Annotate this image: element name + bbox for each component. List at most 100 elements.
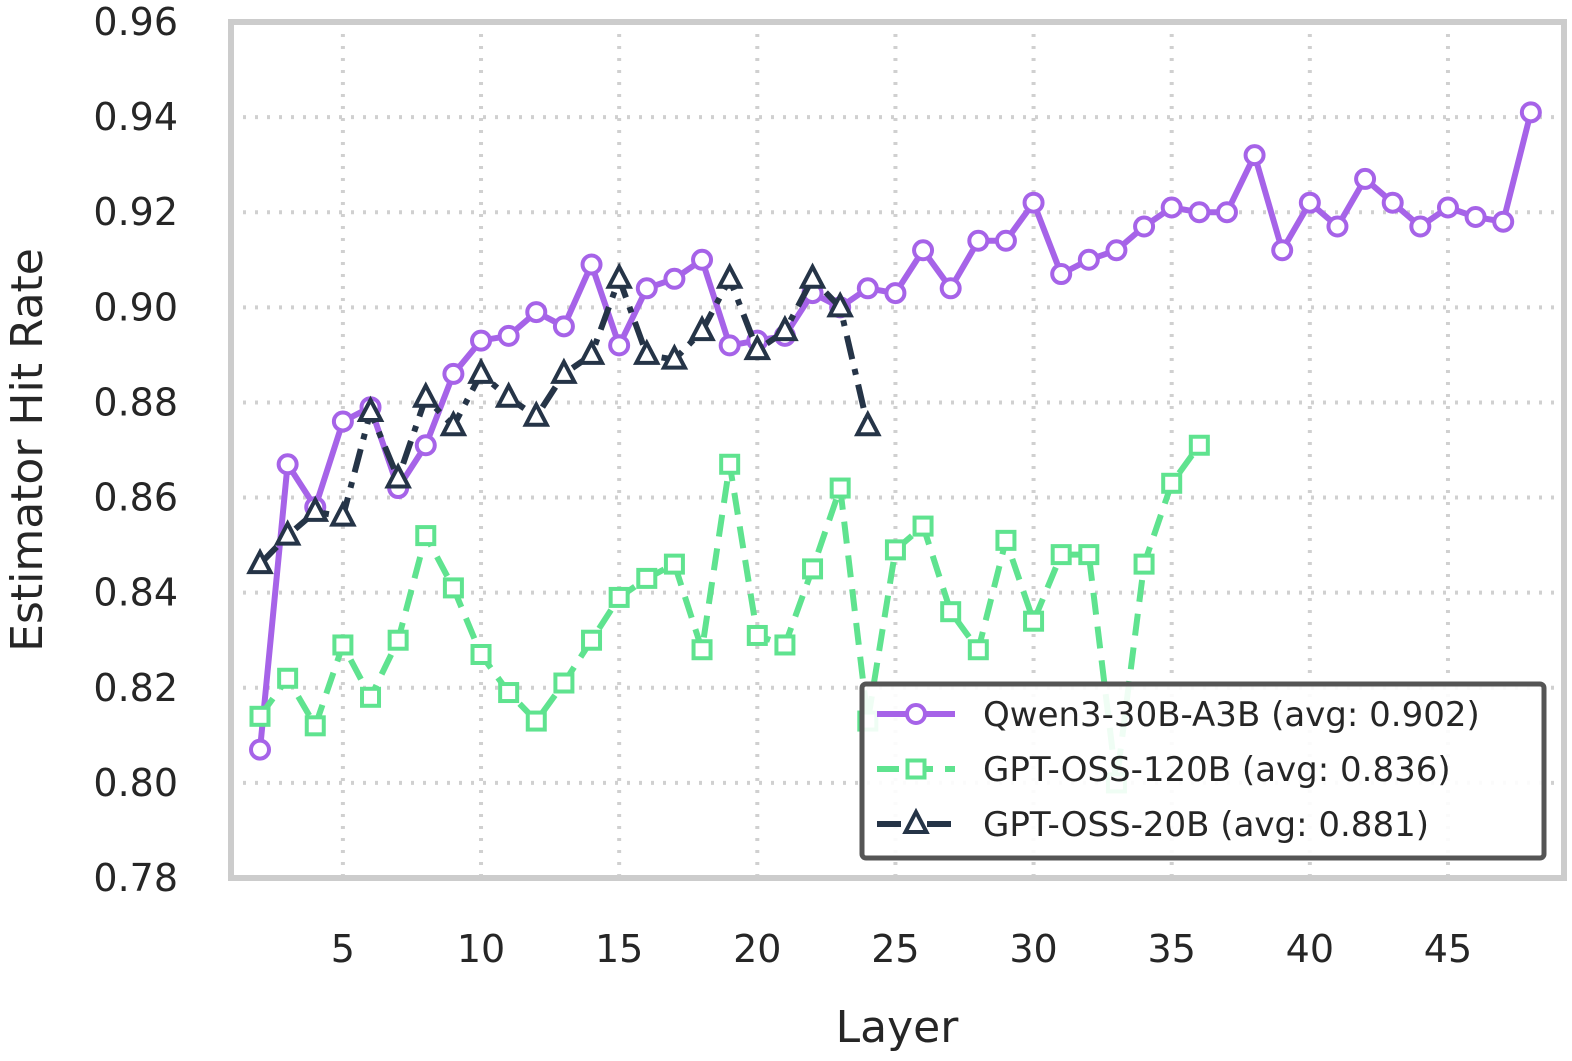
- y-tick-label: 0.84: [93, 571, 178, 615]
- square-marker: [249, 705, 271, 727]
- triangle-marker: [384, 462, 412, 489]
- x-tick-label: 25: [871, 927, 919, 971]
- circle-marker: [884, 282, 907, 305]
- circle-marker: [1326, 215, 1349, 238]
- square-marker: [802, 558, 824, 580]
- square-marker: [912, 515, 934, 537]
- circle-marker: [1077, 248, 1100, 271]
- x-axis-ticks: 5 10 15 20 25 30 35 40 45: [331, 927, 1472, 971]
- circle-marker: [663, 267, 686, 290]
- square-marker: [553, 672, 575, 694]
- circle-marker: [1105, 239, 1128, 262]
- circle-marker: [967, 229, 990, 252]
- circle-marker: [442, 362, 465, 385]
- triangle-marker: [329, 500, 357, 527]
- circle-marker: [912, 239, 935, 262]
- square-marker: [746, 624, 768, 646]
- triangle-marker: [771, 314, 799, 342]
- triangle-marker: [632, 338, 661, 365]
- circle-marker: [1271, 239, 1294, 262]
- circle-marker: [552, 315, 575, 338]
- triangle-marker: [550, 357, 578, 384]
- y-tick-label: 0.82: [93, 666, 178, 710]
- legend-label: Qwen3-30B-A3B (avg: 0.902): [983, 695, 1480, 735]
- square-marker: [608, 586, 630, 608]
- square-marker: [525, 710, 547, 732]
- square-marker: [387, 629, 409, 651]
- circle-marker: [718, 334, 741, 357]
- x-tick-label: 45: [1424, 927, 1472, 971]
- circle-marker: [1050, 263, 1073, 286]
- circle-marker: [1215, 201, 1238, 224]
- circle-marker: [608, 334, 631, 357]
- triangle-marker: [301, 495, 330, 522]
- square-marker: [636, 567, 658, 589]
- x-tick-label: 30: [1009, 927, 1057, 971]
- y-tick-label: 0.88: [93, 380, 178, 424]
- square-marker: [415, 525, 437, 547]
- triangle-marker: [577, 338, 606, 365]
- plot-frame: [228, 19, 1567, 881]
- square-marker: [332, 634, 354, 656]
- series-2: [249, 434, 1210, 794]
- triangle-marker: [853, 409, 882, 437]
- circle-marker: [1243, 144, 1266, 167]
- square-marker: [1078, 544, 1100, 566]
- square-marker: [304, 715, 326, 737]
- x-tick-label: 20: [733, 927, 781, 971]
- circle-marker: [1409, 215, 1432, 238]
- x-tick-label: 5: [331, 927, 355, 971]
- square-marker: [774, 634, 796, 656]
- series-3: [246, 262, 882, 575]
- circle-marker: [994, 229, 1017, 252]
- circle-marker: [1160, 196, 1183, 219]
- y-axis-title: Estimator Hit Rate: [2, 248, 53, 652]
- legend-box: [859, 681, 1547, 861]
- circle-marker: [1436, 196, 1459, 219]
- y-axis-ticks: 0.78 0.80 0.82 0.84 0.86 0.88 0.90 0.92 0.94 0.96: [93, 0, 178, 900]
- square-marker: [581, 629, 603, 651]
- triangle-marker: [660, 343, 689, 370]
- y-tick-label: 0.80: [93, 761, 178, 805]
- circle-marker: [249, 738, 272, 761]
- x-tick-label: 15: [595, 927, 643, 971]
- triangle-marker: [494, 381, 523, 408]
- square-marker: [470, 643, 492, 665]
- triangle-marker: [246, 547, 274, 575]
- triangle-marker: [411, 381, 440, 408]
- triangle-marker: [688, 314, 716, 342]
- legend-label: GPT-OSS-20B (avg: 0.881): [983, 805, 1429, 845]
- circle-marker: [470, 329, 493, 352]
- square-marker: [663, 553, 685, 575]
- circle-marker: [1381, 191, 1404, 214]
- y-tick-label: 0.96: [93, 0, 178, 44]
- y-tick-label: 0.78: [93, 856, 178, 900]
- square-marker: [1023, 610, 1045, 632]
- circle-marker: [1519, 101, 1542, 124]
- triangle-marker: [902, 807, 930, 834]
- circle-marker: [276, 453, 299, 476]
- square-marker: [498, 682, 520, 704]
- circle-marker: [525, 301, 548, 324]
- circle-marker: [905, 703, 927, 725]
- circle-marker: [414, 434, 437, 457]
- x-tick-label: 40: [1286, 927, 1334, 971]
- square-marker: [905, 758, 927, 780]
- triangle-marker: [798, 262, 827, 289]
- square-marker: [1050, 544, 1072, 566]
- circle-marker: [635, 277, 658, 300]
- circle-marker: [939, 277, 962, 300]
- square-marker: [277, 667, 299, 689]
- square-marker: [691, 639, 713, 661]
- triangle-marker: [743, 333, 772, 361]
- circle-marker: [1022, 191, 1045, 214]
- triangle-marker: [522, 400, 551, 427]
- triangle-marker: [467, 357, 495, 384]
- circle-marker: [856, 277, 879, 300]
- square-marker: [1161, 472, 1183, 494]
- triangle-marker: [715, 262, 744, 289]
- square-marker: [1188, 434, 1210, 456]
- triangle-marker: [439, 409, 468, 437]
- y-tick-label: 0.86: [93, 476, 178, 520]
